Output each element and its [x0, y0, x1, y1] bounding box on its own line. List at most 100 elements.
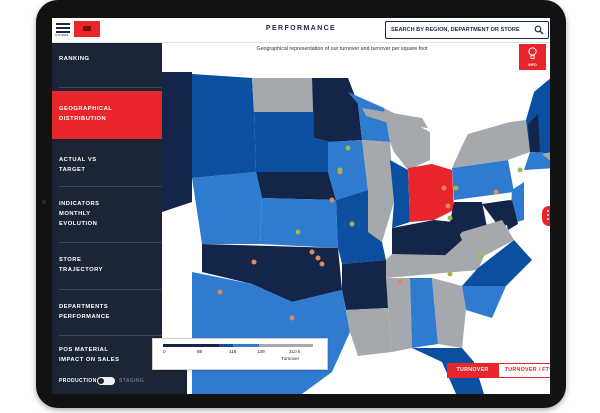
menu-button[interactable]: STORES — [55, 21, 70, 39]
production-label: PRODUCTION — [59, 378, 97, 384]
legend-swatch-mid-blue — [219, 344, 233, 347]
search-box[interactable] — [385, 21, 549, 39]
legend-tick: 139 — [257, 349, 265, 354]
state-vermont[interactable] — [528, 114, 540, 152]
app-screen: STORES PERFORMANCE RANKING GEOGRAPHICAL — [52, 18, 550, 394]
side-panel-handle[interactable] — [542, 206, 550, 226]
state-minnesota[interactable] — [312, 78, 362, 142]
store-marker[interactable] — [309, 249, 315, 255]
state-south-dakota[interactable] — [254, 112, 330, 172]
state-virginia[interactable] — [442, 220, 514, 258]
store-marker[interactable] — [337, 167, 343, 173]
state-kentucky[interactable] — [392, 220, 462, 258]
info-label: INFO — [528, 63, 537, 67]
state-iowa[interactable] — [328, 140, 368, 200]
legend-tick: 0 — [163, 349, 166, 354]
state-new-york[interactable] — [452, 120, 530, 168]
store-marker[interactable] — [477, 253, 483, 259]
state-oklahoma[interactable] — [202, 244, 342, 302]
store-marker[interactable] — [517, 167, 523, 173]
sidebar-item-indicators-monthly-evolution[interactable]: INDICATORS MONTHLY EVOLUTION — [52, 187, 162, 243]
map-subtitle: Geographical representation of our turno… — [256, 46, 428, 52]
logo-mark — [83, 26, 91, 31]
menu-caption: STORES — [55, 33, 69, 37]
legend-swatch-navy — [163, 344, 219, 347]
camera — [42, 200, 46, 204]
sidebar-item-geographical-distribution[interactable]: GEOGRAPHICAL DISTRIBUTION — [52, 91, 167, 139]
state-louisiana[interactable] — [346, 308, 392, 356]
legend-tick: 88 — [197, 349, 203, 354]
store-marker[interactable] — [315, 255, 321, 261]
sidebar-item-store-trajectory[interactable]: STORE TRAJECTORY — [52, 243, 162, 289]
state-colorado[interactable] — [192, 172, 262, 244]
state-wyoming[interactable] — [192, 112, 256, 178]
state-north-carolina[interactable] — [462, 240, 532, 286]
state-alabama[interactable] — [410, 278, 438, 348]
turnover-button[interactable]: TURNOVER — [447, 363, 498, 378]
state-michigan-up[interactable] — [362, 108, 428, 128]
store-marker[interactable] — [295, 229, 301, 235]
divider — [59, 242, 162, 243]
state-north-dakota[interactable] — [252, 78, 314, 112]
gulf-water — [332, 352, 456, 394]
state-illinois[interactable] — [362, 140, 394, 242]
store-marker[interactable] — [289, 315, 295, 321]
store-marker[interactable] — [349, 221, 355, 227]
store-marker[interactable] — [447, 271, 453, 277]
map-legend: 0 88 116 139 210 k Turnover — [152, 338, 328, 370]
environment-bar: PRODUCTION STAGING — [52, 369, 187, 394]
sidebar-item-label: DEPARTMENTS PERFORMANCE — [59, 304, 110, 320]
store-marker[interactable] — [251, 259, 257, 265]
sidebar-item-actual-vs-target[interactable]: ACTUAL VS TARGET — [52, 143, 162, 187]
sidebar-item-label: POS MATERIAL IMPACT ON SALES — [59, 347, 120, 363]
state-pennsylvania[interactable] — [452, 160, 514, 200]
state-georgia[interactable] — [432, 278, 466, 348]
state-nebraska[interactable] — [256, 172, 336, 200]
state-south-carolina[interactable] — [462, 286, 506, 318]
toggle-knob — [98, 378, 104, 384]
divider — [59, 289, 162, 290]
store-marker[interactable] — [217, 289, 223, 295]
state-missouri[interactable] — [336, 190, 386, 264]
state-arkansas[interactable] — [342, 260, 388, 310]
state-region-west[interactable] — [162, 72, 192, 212]
legend-swatch-light-blue — [233, 344, 259, 347]
store-marker[interactable] — [447, 215, 453, 221]
legend-tick: 210 k — [289, 349, 301, 354]
state-massachusetts[interactable] — [542, 150, 550, 164]
sidebar-item-label: INDICATORS MONTHLY EVOLUTION — [59, 201, 100, 227]
store-marker[interactable] — [445, 203, 451, 209]
state-mississippi[interactable] — [386, 278, 412, 352]
store-marker[interactable] — [397, 279, 403, 285]
store-marker[interactable] — [441, 185, 447, 191]
info-button[interactable]: INFO — [519, 44, 546, 70]
store-marker[interactable] — [329, 197, 335, 203]
state-kansas[interactable] — [260, 198, 338, 248]
search-icon[interactable] — [534, 25, 544, 35]
state-montana[interactable] — [192, 74, 254, 112]
state-wisconsin[interactable] — [348, 92, 390, 142]
sidebar-item-departments-performance[interactable]: DEPARTMENTS PERFORMANCE — [52, 290, 162, 335]
search-input[interactable] — [391, 24, 531, 36]
legend-caption: Turnover — [281, 356, 300, 361]
menu-icon-line — [56, 27, 70, 29]
state-tennessee[interactable] — [386, 254, 484, 278]
sidebar-item-label: RANKING — [59, 56, 90, 62]
more-vertical-icon — [547, 210, 550, 222]
sidebar-item-ranking[interactable]: RANKING — [52, 43, 162, 87]
store-marker[interactable] — [453, 185, 459, 191]
state-connecticut[interactable] — [524, 152, 550, 170]
state-ohio[interactable] — [408, 164, 454, 222]
top-bar: STORES PERFORMANCE — [52, 18, 550, 43]
state-indiana[interactable] — [390, 160, 410, 228]
store-marker[interactable] — [493, 189, 499, 195]
environment-toggle[interactable] — [97, 377, 115, 385]
sidebar-item-pos-material-impact[interactable]: POS MATERIAL IMPACT ON SALES — [52, 336, 162, 369]
store-marker[interactable] — [345, 145, 351, 151]
legend-swatch-grey — [259, 344, 313, 347]
state-delaware[interactable] — [502, 200, 518, 230]
store-marker[interactable] — [319, 261, 325, 267]
brand-logo[interactable] — [74, 21, 100, 37]
sidebar-item-label: STORE TRAJECTORY — [59, 257, 103, 273]
turnover-per-ft-button[interactable]: TURNOVER / FT² — [498, 363, 550, 378]
